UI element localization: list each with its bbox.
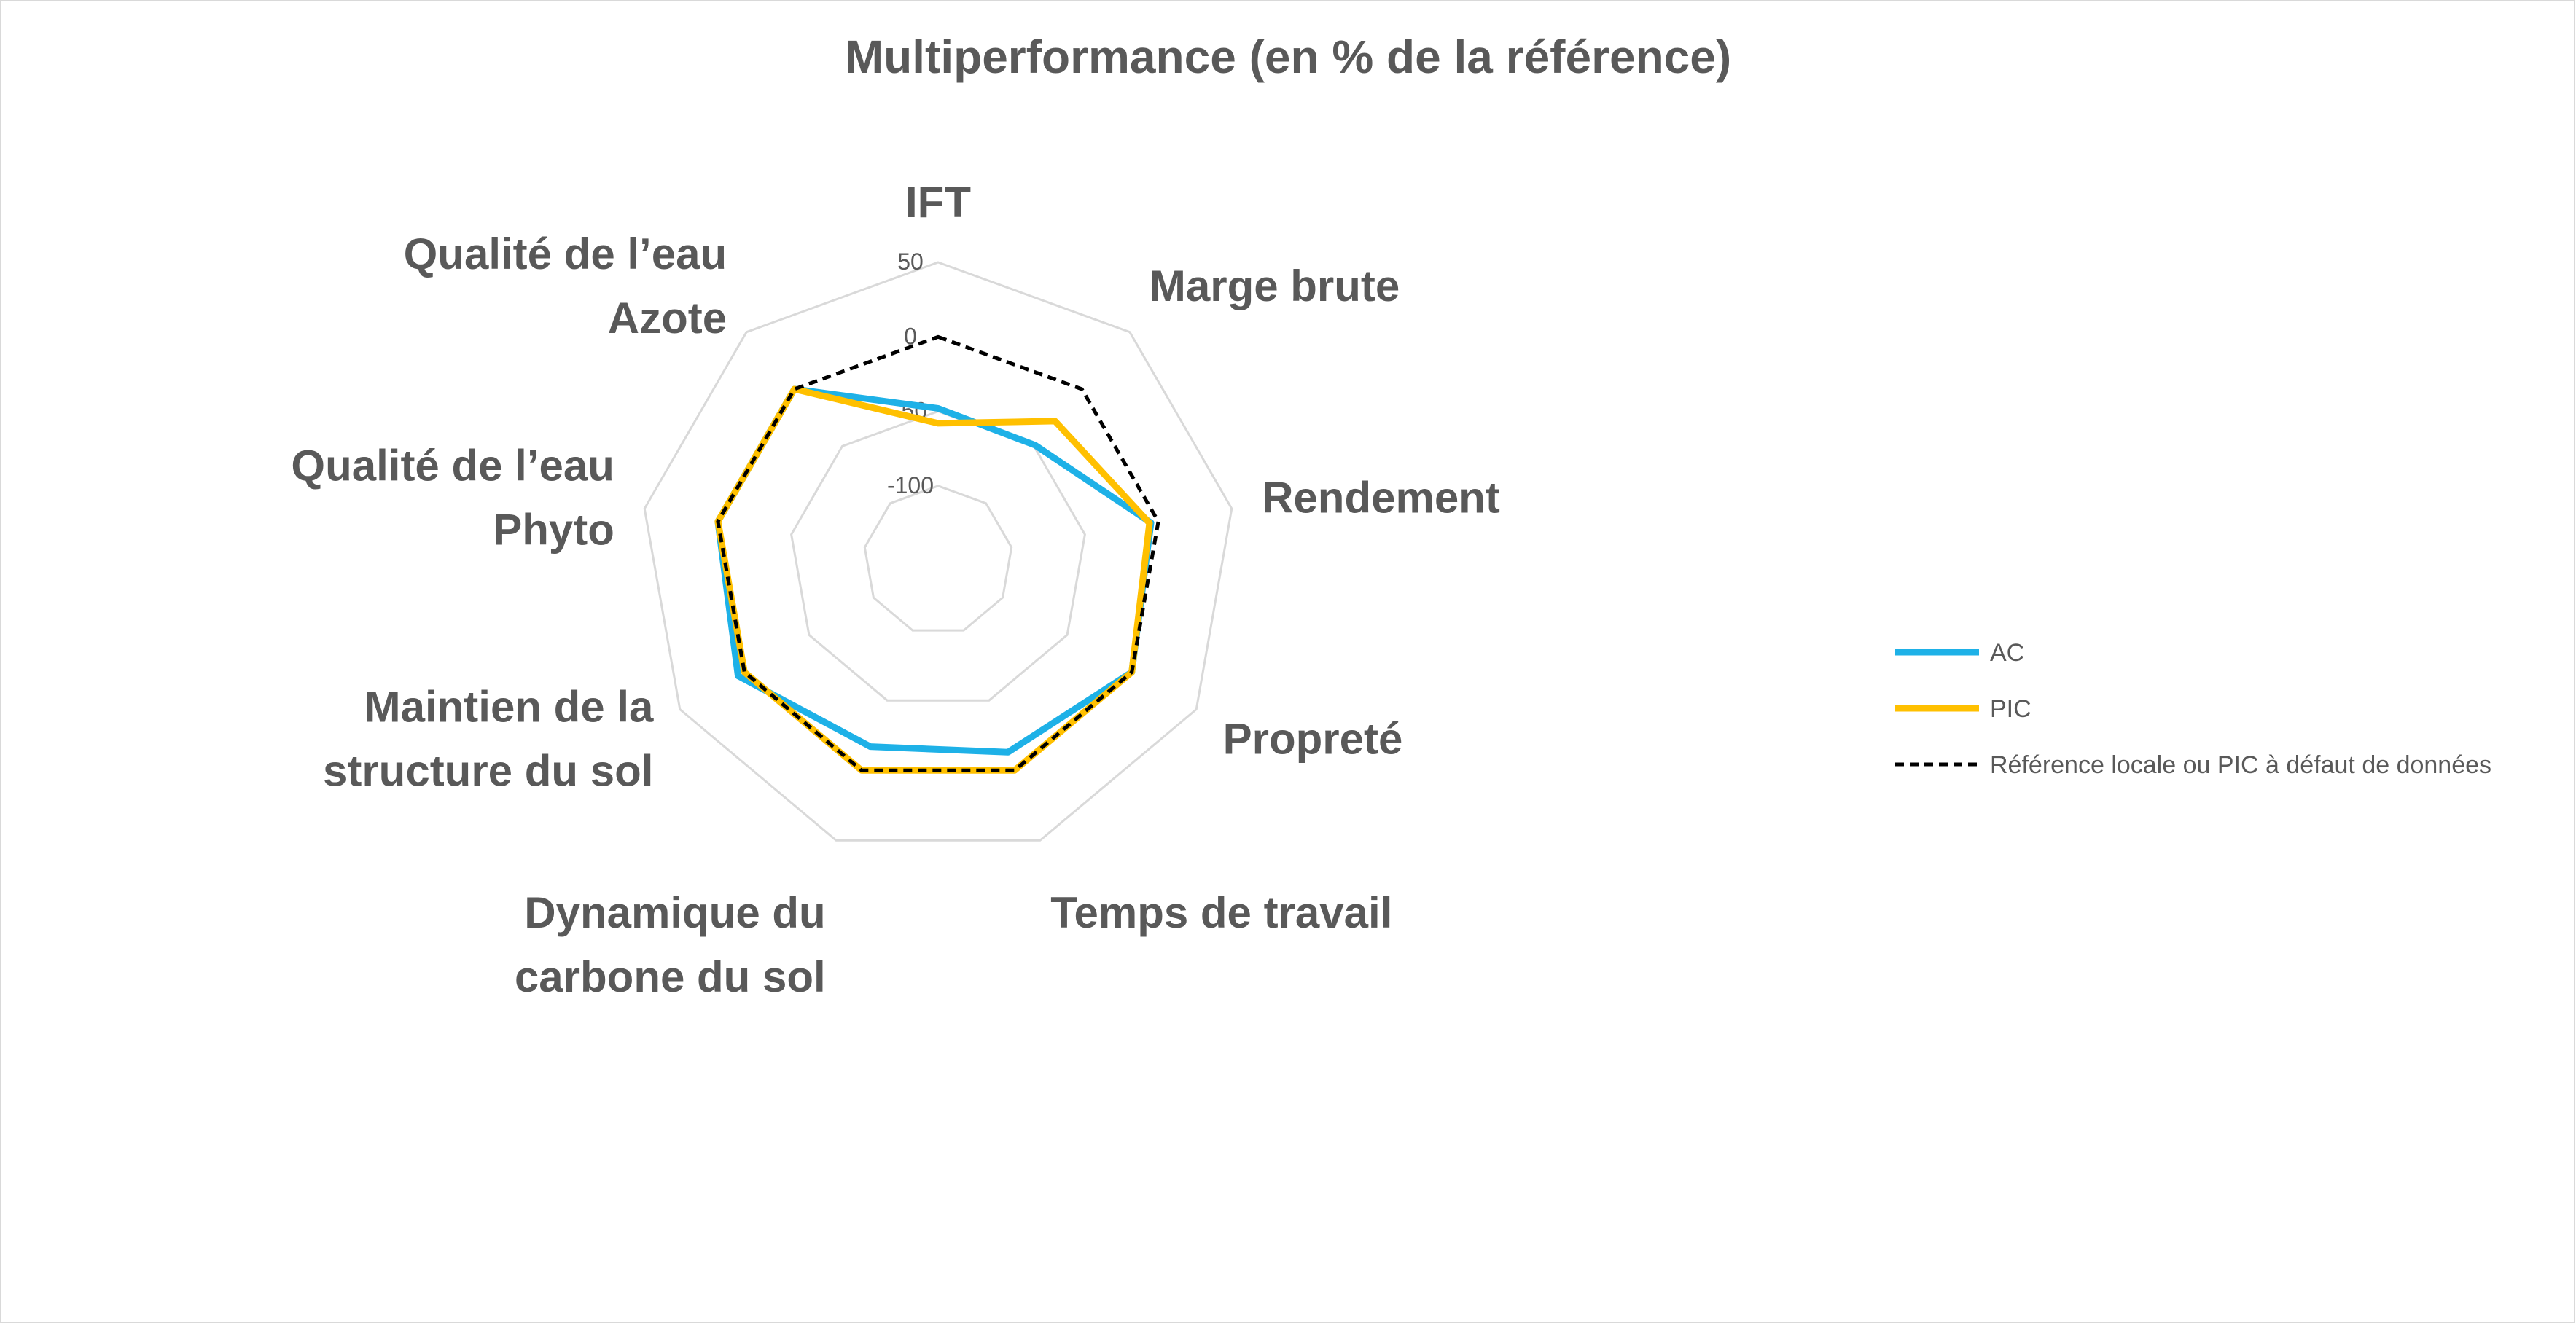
radar-grid (643, 261, 1233, 842)
grid-ring-0 (643, 261, 1233, 842)
radar-tick-labels: 500-50-100 (887, 248, 934, 498)
axis-label: Maintien de la structure du sol (323, 683, 654, 796)
tick-label: 0 (904, 323, 917, 349)
axis-label: Dynamique du carbone du sol (515, 888, 826, 1001)
axis-label: Rendement (1262, 474, 1500, 522)
axis-label: Qualité de l’eau Azote (404, 230, 727, 342)
series-line-1 (714, 385, 1153, 774)
grid-ring-3 (863, 485, 1013, 632)
radar-category-labels: IFT Marge brute Rendement Propreté Temps de … (291, 178, 1499, 1001)
series-line-2 (716, 334, 1160, 772)
axis-label: Temps de travail (1050, 888, 1392, 937)
tick-label: -100 (887, 472, 934, 498)
legend-label: PIC (1990, 695, 2031, 723)
radar-series (714, 334, 1160, 774)
series-line-0 (714, 385, 1155, 756)
tick-label: 50 (897, 248, 924, 275)
legend-label: AC (1990, 639, 2024, 667)
chart-title: Multiperformance (en % de la référence) (845, 31, 1731, 83)
axis-label: Marge brute (1150, 262, 1400, 310)
axis-label: IFT (905, 178, 971, 227)
axis-label: Qualité de l’eau Phyto (291, 442, 614, 555)
legend: AC PIC Référence locale ou PIC à défaut de… (1895, 639, 2491, 779)
legend-label: Référence locale ou PIC à défaut de donn… (1990, 751, 2491, 779)
axis-label: Propreté (1223, 715, 1403, 764)
grid-ring-2 (790, 410, 1086, 702)
